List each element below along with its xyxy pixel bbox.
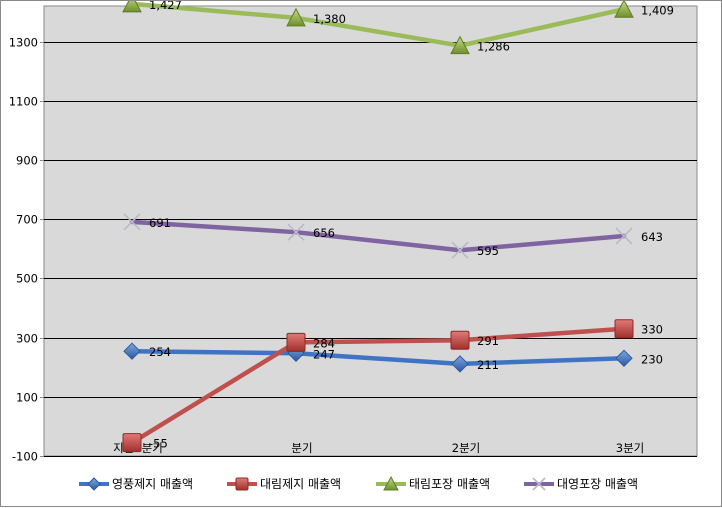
data-point bbox=[450, 35, 470, 55]
legend-label: 대림제지 매출액 bbox=[260, 477, 341, 491]
data-label: 1,286 bbox=[477, 40, 510, 54]
data-label: 247 bbox=[313, 347, 335, 361]
data-label: 291 bbox=[477, 334, 499, 348]
plot-background bbox=[43, 5, 698, 457]
data-label: 211 bbox=[477, 358, 499, 372]
data-point bbox=[450, 330, 470, 350]
data-point bbox=[614, 1, 634, 18]
x-tick-label: 분기 bbox=[291, 441, 312, 455]
data-point bbox=[615, 349, 633, 368]
legend-marker bbox=[87, 477, 101, 491]
data-labels: 254 247 211 230 -55 284 291 330 1,427 1,380 1,286 1… bbox=[149, 1, 674, 451]
data-point bbox=[451, 355, 469, 373]
series-line bbox=[129, 1, 627, 48]
y-tick-label: 1100 bbox=[9, 95, 38, 109]
data-label: 691 bbox=[149, 216, 171, 230]
legend-marker bbox=[235, 477, 249, 491]
data-label: 656 bbox=[313, 226, 335, 240]
data-label: 1,427 bbox=[149, 1, 182, 12]
x-tick-label: 2분기 bbox=[452, 441, 480, 455]
data-label: 595 bbox=[477, 244, 499, 258]
legend-label: 대영포장 매출액 bbox=[557, 477, 638, 491]
y-tick-label: 500 bbox=[16, 272, 38, 286]
data-point bbox=[615, 227, 633, 245]
data-point bbox=[287, 223, 305, 241]
data-label: -55 bbox=[149, 437, 168, 451]
data-point bbox=[122, 1, 142, 13]
data-point bbox=[286, 7, 306, 27]
y-axis-ticks: -100 100 300 500 700 900 1100 1300 bbox=[9, 36, 44, 464]
x-tick-label: 3분기 bbox=[616, 441, 644, 455]
legend-marker bbox=[383, 475, 399, 491]
plot-area-layer bbox=[43, 5, 698, 457]
data-point bbox=[123, 213, 141, 231]
data-label: 643 bbox=[641, 230, 663, 244]
data-point bbox=[614, 319, 634, 339]
data-point bbox=[122, 433, 142, 453]
data-point bbox=[123, 342, 141, 360]
y-tick-label: 900 bbox=[16, 154, 38, 168]
data-label: 230 bbox=[641, 352, 663, 366]
y-tick-label: 300 bbox=[16, 332, 38, 346]
data-label: 254 bbox=[149, 345, 171, 359]
y-tick-label: 100 bbox=[16, 391, 38, 405]
y-tick-label: 700 bbox=[16, 213, 38, 227]
data-label: 330 bbox=[641, 323, 663, 337]
data-label: 1,380 bbox=[313, 12, 346, 26]
series-layer bbox=[122, 1, 634, 453]
y-tick-label: -100 bbox=[12, 450, 38, 464]
legend: 영풍제지 매출액 대림제지 매출액 태림포장 매출액 대영포장 매출액 bbox=[79, 475, 638, 491]
data-label: 1,409 bbox=[641, 3, 674, 17]
data-point bbox=[286, 332, 306, 352]
series-line bbox=[129, 326, 627, 445]
series-line bbox=[129, 348, 627, 367]
data-label: 284 bbox=[313, 336, 335, 350]
legend-label: 영풍제지 매출액 bbox=[112, 477, 193, 491]
series-line bbox=[129, 219, 627, 253]
data-point bbox=[451, 241, 469, 259]
legend-label: 태림포장 매출액 bbox=[409, 477, 490, 491]
y-tick-label: 1300 bbox=[9, 36, 38, 50]
legend-marker bbox=[532, 477, 546, 491]
